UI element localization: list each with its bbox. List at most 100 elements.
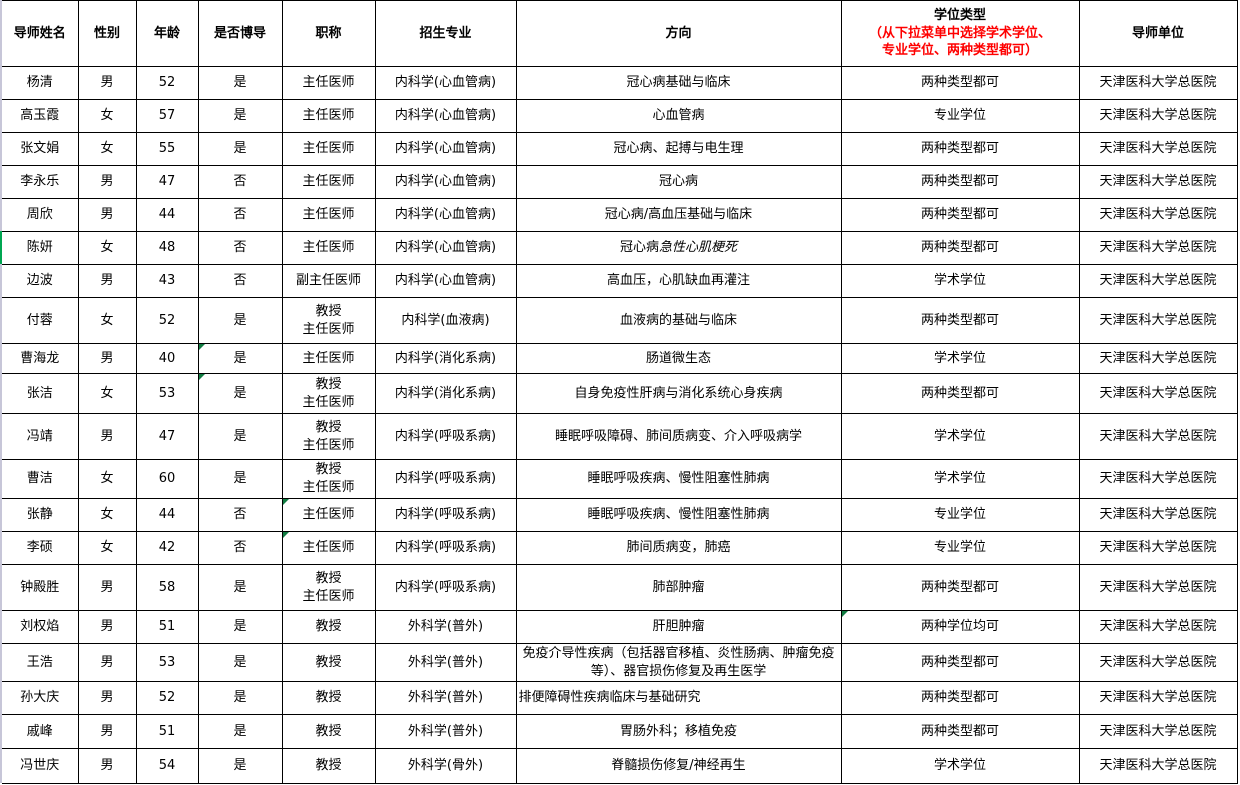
cell-title[interactable]: 教授 主任医师 bbox=[281, 564, 376, 611]
cell-direction[interactable]: 高血压，心肌缺血再灌注 bbox=[515, 264, 842, 298]
cell-age[interactable]: 48 bbox=[135, 231, 199, 265]
cell-title[interactable]: 教授 主任医师 bbox=[281, 413, 376, 460]
cell-major[interactable]: 外科学(普外) bbox=[374, 643, 517, 682]
cell-title[interactable]: 教授 bbox=[281, 610, 376, 644]
cell-mentor-name[interactable]: 戚峰 bbox=[2, 714, 79, 749]
cell-mentor-name[interactable]: 高玉霞 bbox=[2, 99, 79, 133]
cell-unit[interactable]: 天津医科大学总医院 bbox=[1078, 498, 1238, 532]
cell-phd-supervisor[interactable]: 是 bbox=[197, 373, 283, 414]
cell-major[interactable]: 内科学(呼吸系病) bbox=[374, 413, 517, 460]
cell-title[interactable]: 教授 bbox=[281, 714, 376, 749]
cell-title[interactable]: 主任医师 bbox=[281, 231, 376, 265]
cell-gender[interactable]: 男 bbox=[77, 610, 137, 644]
cell-mentor-name[interactable]: 张文娟 bbox=[2, 132, 79, 166]
cell-major[interactable]: 内科学(血液病) bbox=[374, 297, 517, 344]
cell-direction[interactable]: 冠心病/高血压基础与临床 bbox=[515, 198, 842, 232]
cell-title[interactable]: 主任医师 bbox=[281, 66, 376, 100]
cell-major[interactable]: 内科学(消化系病) bbox=[374, 373, 517, 414]
cell-major[interactable]: 内科学(心血管病) bbox=[374, 165, 517, 199]
cell-major[interactable]: 内科学(消化系病) bbox=[374, 343, 517, 374]
cell-mentor-name[interactable]: 杨清 bbox=[2, 66, 79, 100]
cell-direction[interactable]: 血液病的基础与临床 bbox=[515, 297, 842, 344]
cell-gender[interactable]: 男 bbox=[77, 681, 137, 715]
cell-age[interactable]: 43 bbox=[135, 264, 199, 298]
cell-title[interactable]: 教授 主任医师 bbox=[281, 373, 376, 414]
cell-mentor-name[interactable]: 刘权焰 bbox=[2, 610, 79, 644]
cell-mentor-name[interactable]: 周欣 bbox=[2, 198, 79, 232]
cell-direction[interactable]: 排便障碍性疾病临床与基础研究 bbox=[515, 681, 842, 715]
cell-direction[interactable]: 冠心病 bbox=[515, 165, 842, 199]
cell-major[interactable]: 内科学(呼吸系病) bbox=[374, 498, 517, 532]
cell-unit[interactable]: 天津医科大学总医院 bbox=[1078, 610, 1238, 644]
cell-title[interactable]: 主任医师 bbox=[281, 99, 376, 133]
cell-gender[interactable]: 女 bbox=[77, 498, 137, 532]
cell-age[interactable]: 44 bbox=[135, 498, 199, 532]
cell-direction[interactable]: 睡眠呼吸疾病、慢性阻塞性肺病 bbox=[515, 498, 842, 532]
cell-major[interactable]: 外科学(骨外) bbox=[374, 748, 517, 784]
cell-degree-type[interactable]: 两种类型都可 bbox=[840, 165, 1080, 199]
cell-degree-type[interactable]: 两种类型都可 bbox=[840, 66, 1080, 100]
cell-major[interactable]: 内科学(呼吸系病) bbox=[374, 531, 517, 565]
cell-mentor-name[interactable]: 张静 bbox=[2, 498, 79, 532]
cell-major[interactable]: 内科学(呼吸系病) bbox=[374, 564, 517, 611]
cell-phd-supervisor[interactable]: 是 bbox=[197, 714, 283, 749]
cell-mentor-name[interactable]: 孙大庆 bbox=[2, 681, 79, 715]
cell-mentor-name[interactable]: 李硕 bbox=[2, 531, 79, 565]
col-header-gender[interactable]: 性别 bbox=[77, 0, 137, 67]
cell-gender[interactable]: 男 bbox=[77, 66, 137, 100]
cell-direction[interactable]: 自身免疫性肝病与消化系统心身疾病 bbox=[515, 373, 842, 414]
cell-direction[interactable]: 睡眠呼吸疾病、慢性阻塞性肺病 bbox=[515, 459, 842, 499]
cell-unit[interactable]: 天津医科大学总医院 bbox=[1078, 66, 1238, 100]
cell-age[interactable]: 60 bbox=[135, 459, 199, 499]
cell-age[interactable]: 47 bbox=[135, 165, 199, 199]
cell-phd-supervisor[interactable]: 是 bbox=[197, 681, 283, 715]
cell-age[interactable]: 55 bbox=[135, 132, 199, 166]
cell-phd-supervisor[interactable]: 否 bbox=[197, 498, 283, 532]
col-header-age[interactable]: 年龄 bbox=[135, 0, 199, 67]
cell-unit[interactable]: 天津医科大学总医院 bbox=[1078, 231, 1238, 265]
cell-age[interactable]: 53 bbox=[135, 373, 199, 414]
cell-gender[interactable]: 女 bbox=[77, 531, 137, 565]
cell-degree-type[interactable]: 专业学位 bbox=[840, 498, 1080, 532]
cell-gender[interactable]: 男 bbox=[77, 198, 137, 232]
cell-major[interactable]: 外科学(普外) bbox=[374, 681, 517, 715]
col-header-degree-type[interactable]: 学位类型 （从下拉菜单中选择学术学位、 专业学位、两种类型都可） bbox=[840, 0, 1080, 67]
cell-direction[interactable]: 免疫介导性疾病（包括器官移植、炎性肠病、肿瘤免疫等）、器官损伤修复及再生医学 bbox=[515, 643, 842, 682]
col-header-unit[interactable]: 导师单位 bbox=[1078, 0, 1238, 67]
cell-gender[interactable]: 女 bbox=[77, 297, 137, 344]
cell-phd-supervisor[interactable]: 是 bbox=[197, 343, 283, 374]
cell-title[interactable]: 主任医师 bbox=[281, 165, 376, 199]
cell-degree-type[interactable]: 学术学位 bbox=[840, 413, 1080, 460]
cell-phd-supervisor[interactable]: 是 bbox=[197, 564, 283, 611]
cell-degree-type[interactable]: 两种类型都可 bbox=[840, 643, 1080, 682]
cell-title[interactable]: 主任医师 bbox=[281, 531, 376, 565]
cell-title[interactable]: 副主任医师 bbox=[281, 264, 376, 298]
cell-age[interactable]: 44 bbox=[135, 198, 199, 232]
cell-gender[interactable]: 男 bbox=[77, 564, 137, 611]
cell-mentor-name[interactable]: 曹海龙 bbox=[2, 343, 79, 374]
cell-phd-supervisor[interactable]: 是 bbox=[197, 99, 283, 133]
col-header-direction[interactable]: 方向 bbox=[515, 0, 842, 67]
cell-age[interactable]: 42 bbox=[135, 531, 199, 565]
cell-phd-supervisor[interactable]: 否 bbox=[197, 231, 283, 265]
cell-age[interactable]: 52 bbox=[135, 681, 199, 715]
cell-mentor-name[interactable]: 陈妍 bbox=[2, 231, 79, 265]
cell-mentor-name[interactable]: 边波 bbox=[2, 264, 79, 298]
cell-age[interactable]: 53 bbox=[135, 643, 199, 682]
cell-unit[interactable]: 天津医科大学总医院 bbox=[1078, 459, 1238, 499]
cell-unit[interactable]: 天津医科大学总医院 bbox=[1078, 643, 1238, 682]
cell-age[interactable]: 47 bbox=[135, 413, 199, 460]
cell-direction[interactable]: 脊髓损伤修复/神经再生 bbox=[515, 748, 842, 784]
cell-title[interactable]: 教授 主任医师 bbox=[281, 459, 376, 499]
cell-direction[interactable]: 胃肠外科；移植免疫 bbox=[515, 714, 842, 749]
cell-age[interactable]: 54 bbox=[135, 748, 199, 784]
cell-direction[interactable]: 肝胆肿瘤 bbox=[515, 610, 842, 644]
cell-direction[interactable]: 肠道微生态 bbox=[515, 343, 842, 374]
cell-mentor-name[interactable]: 李永乐 bbox=[2, 165, 79, 199]
cell-gender[interactable]: 男 bbox=[77, 264, 137, 298]
cell-gender[interactable]: 男 bbox=[77, 643, 137, 682]
cell-age[interactable]: 57 bbox=[135, 99, 199, 133]
cell-major[interactable]: 内科学(心血管病) bbox=[374, 231, 517, 265]
cell-degree-type[interactable]: 两种类型都可 bbox=[840, 564, 1080, 611]
cell-unit[interactable]: 天津医科大学总医院 bbox=[1078, 373, 1238, 414]
